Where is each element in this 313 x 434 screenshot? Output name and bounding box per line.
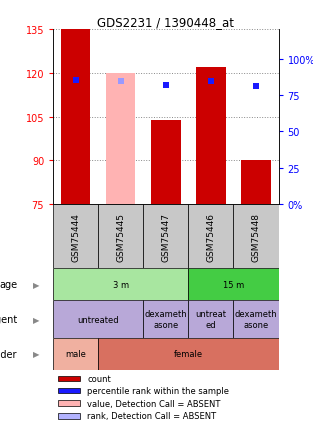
Bar [98, 338, 279, 370]
Text: ▶: ▶ [33, 315, 40, 324]
Bar [53, 338, 98, 370]
Bar [188, 269, 279, 300]
Bar [196, 68, 226, 204]
Text: 15 m: 15 m [223, 280, 244, 289]
Text: GSM75447: GSM75447 [162, 212, 170, 261]
Bar [61, 30, 90, 204]
Text: GSM75445: GSM75445 [116, 212, 125, 261]
Text: dexameth
asone: dexameth asone [145, 309, 187, 329]
Text: agent: agent [0, 314, 17, 324]
Bar [53, 300, 143, 338]
Point [73, 78, 78, 85]
Bar [58, 413, 80, 419]
Bar [58, 388, 80, 393]
Text: count: count [87, 374, 111, 383]
Bar [188, 204, 233, 269]
Bar [58, 376, 80, 381]
Bar [53, 204, 98, 269]
Text: rank, Detection Call = ABSENT: rank, Detection Call = ABSENT [87, 411, 216, 421]
Text: untreat
ed: untreat ed [195, 309, 227, 329]
Text: percentile rank within the sample: percentile rank within the sample [87, 386, 229, 395]
Bar [143, 204, 188, 269]
Bar [188, 300, 233, 338]
Title: GDS2231 / 1390448_at: GDS2231 / 1390448_at [97, 16, 234, 29]
Bar [241, 161, 271, 204]
Point [163, 82, 168, 89]
Text: 3 m: 3 m [113, 280, 129, 289]
Bar [143, 300, 188, 338]
Text: value, Detection Call = ABSENT: value, Detection Call = ABSENT [87, 399, 220, 408]
Text: dexameth
asone: dexameth asone [235, 309, 277, 329]
Text: GSM75448: GSM75448 [252, 212, 260, 261]
Bar [233, 204, 279, 269]
Text: male: male [65, 350, 86, 358]
Point [208, 79, 213, 85]
Point [254, 83, 259, 90]
Text: GSM75444: GSM75444 [71, 212, 80, 261]
Text: ▶: ▶ [33, 280, 40, 289]
Text: gender: gender [0, 349, 17, 359]
Bar [106, 74, 136, 204]
Bar [98, 204, 143, 269]
Bar [58, 401, 80, 406]
Point [118, 79, 123, 85]
Text: age: age [0, 279, 17, 289]
Text: female: female [174, 350, 203, 358]
Text: untreated: untreated [78, 315, 119, 324]
Bar [151, 120, 181, 204]
Text: ▶: ▶ [33, 350, 40, 358]
Bar [53, 269, 188, 300]
Bar [233, 300, 279, 338]
Text: GSM75446: GSM75446 [207, 212, 215, 261]
